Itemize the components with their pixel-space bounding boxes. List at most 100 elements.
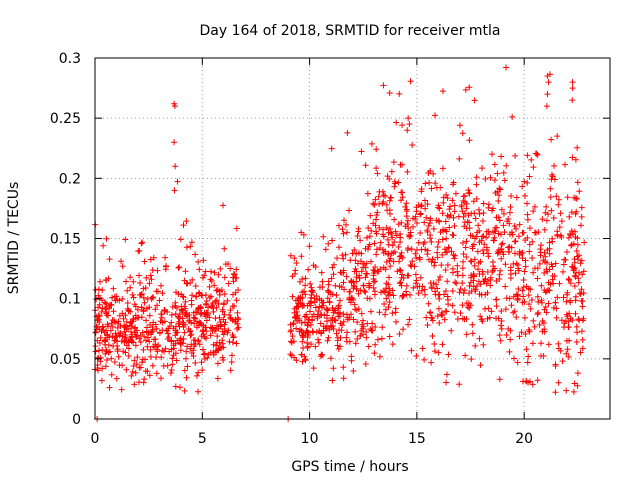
data-point (503, 332, 510, 339)
data-point (413, 219, 420, 226)
data-point (574, 179, 581, 186)
data-point (323, 305, 330, 312)
data-point (114, 348, 121, 355)
data-point (495, 214, 502, 221)
data-point (313, 293, 320, 300)
data-point (468, 210, 475, 217)
data-point (365, 224, 372, 231)
data-point (572, 297, 579, 304)
data-point (368, 140, 375, 147)
data-point (353, 274, 360, 281)
data-point (456, 381, 463, 388)
data-point (210, 305, 217, 312)
data-point (471, 273, 478, 280)
data-point (456, 289, 463, 296)
data-point (577, 291, 584, 298)
data-point (234, 325, 241, 332)
data-point (195, 258, 202, 265)
data-point (417, 211, 424, 218)
data-point (174, 178, 181, 185)
data-point (434, 313, 441, 320)
data-point (371, 278, 378, 285)
data-point (324, 295, 331, 302)
data-point (558, 218, 565, 225)
data-point (193, 372, 200, 379)
data-point (473, 181, 480, 188)
data-point (147, 256, 154, 263)
data-point (573, 323, 580, 330)
data-point (296, 317, 303, 324)
data-point (390, 159, 397, 166)
data-point (404, 168, 411, 175)
data-point (485, 201, 492, 208)
data-point (449, 302, 456, 309)
data-point (355, 225, 362, 232)
data-point (381, 288, 388, 295)
data-point (443, 235, 450, 242)
data-point (484, 315, 491, 322)
data-point (94, 317, 101, 324)
data-point (424, 321, 431, 328)
data-point (535, 298, 542, 305)
data-point (468, 258, 475, 265)
data-point (324, 337, 331, 344)
data-point (515, 295, 522, 302)
data-point (516, 251, 523, 258)
data-point (445, 301, 452, 308)
data-point (119, 263, 126, 270)
data-point (220, 202, 227, 209)
data-point (102, 350, 109, 357)
data-point (505, 325, 512, 332)
data-point (514, 296, 521, 303)
data-point (227, 367, 234, 374)
data-point (425, 256, 432, 263)
data-point (171, 100, 178, 107)
data-point (497, 186, 504, 193)
data-point (475, 206, 482, 213)
data-point (432, 180, 439, 187)
data-point (391, 183, 398, 190)
data-point (154, 288, 161, 295)
data-point (470, 277, 477, 284)
data-point (149, 362, 156, 369)
data-point (579, 271, 586, 278)
data-point (139, 359, 146, 366)
data-point (106, 305, 113, 312)
data-point (373, 230, 380, 237)
data-point (495, 315, 502, 322)
data-point (354, 319, 361, 326)
data-point (460, 250, 467, 257)
data-point (306, 308, 313, 315)
data-point (386, 291, 393, 298)
data-point (376, 224, 383, 231)
data-point (544, 73, 551, 80)
data-point (574, 382, 581, 389)
data-point (393, 119, 400, 126)
data-point (125, 339, 132, 346)
data-point (211, 282, 218, 289)
data-point (118, 258, 125, 265)
data-point (512, 238, 519, 245)
data-point (398, 197, 405, 204)
data-point (371, 288, 378, 295)
data-point (521, 298, 528, 305)
data-point (536, 260, 543, 267)
data-point (331, 316, 338, 323)
data-point (397, 279, 404, 286)
data-point (463, 238, 470, 245)
data-point (146, 280, 153, 287)
data-point (445, 351, 452, 358)
data-point (350, 316, 357, 323)
data-point (343, 229, 350, 236)
data-point (409, 141, 416, 148)
data-point (375, 193, 382, 200)
data-point (396, 90, 403, 97)
data-point (158, 314, 165, 321)
data-point (181, 367, 188, 374)
data-point (309, 287, 316, 294)
data-point (387, 210, 394, 217)
data-point (232, 274, 239, 281)
data-point (573, 248, 580, 255)
data-point (413, 208, 420, 215)
data-point (335, 302, 342, 309)
